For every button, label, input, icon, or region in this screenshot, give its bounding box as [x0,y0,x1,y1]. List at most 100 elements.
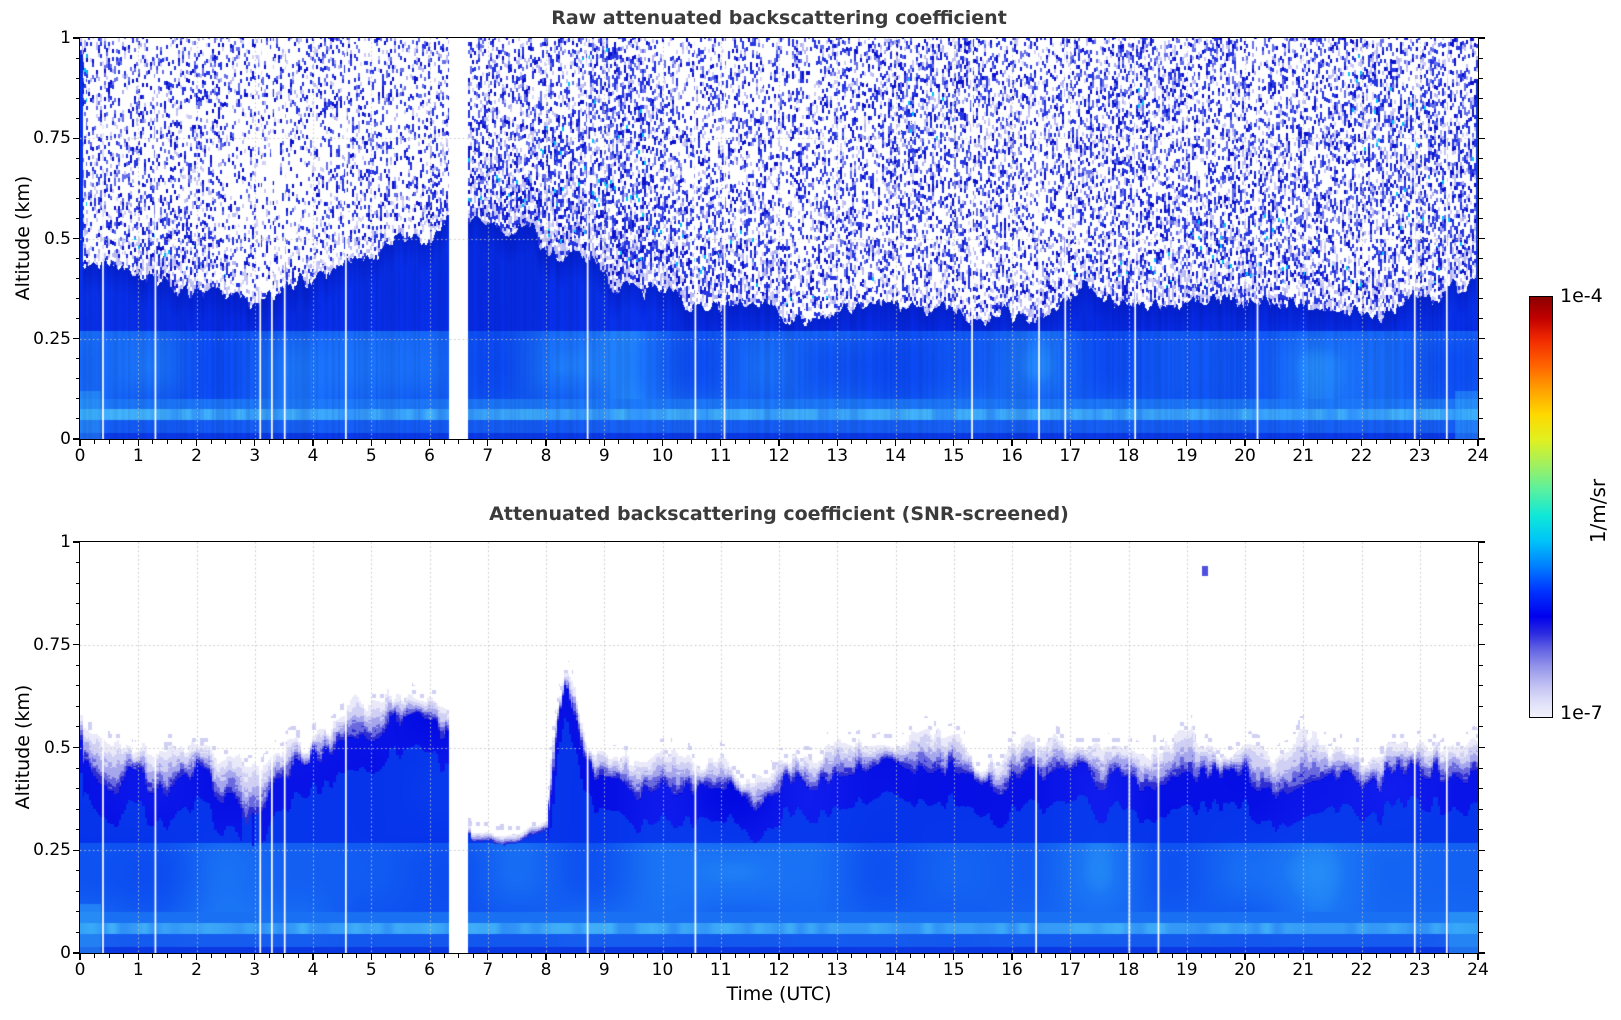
y-tick-right [1479,644,1485,646]
x-minor-tick [807,440,809,444]
x-tick-label: 18 [1117,960,1140,980]
x-minor-tick [166,440,168,444]
y-minor-tick-right [1479,197,1483,199]
x-tick-label: 20 [1234,446,1256,466]
x-tick-label: 0 [74,960,86,980]
y-tick-label: 0 [60,429,71,449]
y-minor-tick [76,582,80,584]
x-minor-tick [967,954,969,958]
x-minor-tick [1288,954,1290,958]
x-minor-tick [865,954,867,958]
x-tick-label: 10 [651,446,674,466]
x-minor-tick [691,954,693,958]
x-tick [1244,440,1246,446]
y-tick [73,438,79,440]
x-tick-label: 19 [1175,960,1198,980]
y-minor-tick-right [1479,418,1483,420]
x-minor-tick [1317,954,1319,958]
x-tick [254,954,256,960]
x-tick [720,954,722,960]
x-tick-label: 1 [132,960,144,980]
y-minor-tick [76,685,80,687]
y-minor-tick [76,318,80,320]
x-tick-label: 18 [1117,446,1140,466]
x-minor-tick [793,954,795,958]
x-tick-label: 9 [598,960,610,980]
x-minor-tick [924,440,926,444]
y-tick-label: 0.75 [33,128,71,149]
y-minor-tick-right [1479,97,1483,99]
x-tick [1302,954,1304,960]
y-tick [73,37,79,39]
x-minor-tick [94,954,96,958]
y-minor-tick-right [1479,829,1483,831]
x-tick [1360,440,1363,446]
x-minor-tick [283,954,285,958]
x-minor-tick [297,440,299,444]
x-minor-tick [632,440,634,444]
y-tick [73,338,79,340]
x-tick [953,954,955,960]
y-tick-label: 1 [60,28,71,48]
x-minor-tick [822,954,824,958]
x-tick-label: 2 [191,446,202,466]
x-tick [1186,954,1188,960]
x-tick [137,954,139,960]
colorbar-max-label: 1e-4 [1560,285,1603,307]
x-minor-tick [1462,954,1464,958]
screened-heatmap-canvas [80,542,1478,953]
x-tick [1011,954,1013,960]
x-minor-tick [1026,440,1028,444]
x-tick [603,954,605,960]
x-minor-tick [239,440,241,444]
y-tick [73,137,79,139]
x-tick-label: 10 [651,960,674,980]
x-tick [545,440,547,446]
y-tick-label: 0.5 [43,737,71,758]
x-minor-tick [1026,954,1028,958]
x-minor-tick [1346,440,1348,444]
x-minor-tick [1040,954,1042,958]
y-minor-tick [76,767,80,769]
x-minor-tick [1142,954,1144,958]
y-tick-label: 0.25 [33,328,71,349]
x-tick-label: 14 [884,960,907,980]
x-minor-tick [734,440,736,444]
x-minor-tick [1055,440,1057,444]
y-minor-tick [76,788,80,790]
x-tick [778,440,780,446]
x-minor-tick [1215,440,1217,444]
x-tick [1477,440,1479,446]
y-minor-tick [76,57,80,59]
y-tick [73,237,79,240]
x-minor-tick [1084,954,1086,958]
x-minor-tick [530,954,532,958]
x-minor-tick [516,440,518,444]
x-minor-tick [982,954,984,958]
x-tick-label: 15 [942,446,965,466]
y-tick [73,644,79,646]
x-tick-label: 7 [482,960,494,980]
x-minor-tick [691,440,693,444]
x-minor-tick [1229,954,1231,958]
x-minor-tick [880,440,882,444]
colorbar-unit-label: 1/m/sr [1586,478,1610,544]
x-minor-tick [166,954,168,958]
y-minor-tick [76,177,80,179]
x-minor-tick [982,440,984,444]
x-minor-tick [1113,440,1115,444]
panel1-title: Raw attenuated backscattering coefficien… [551,7,1007,29]
x-minor-tick [501,954,503,958]
y-minor-tick-right [1479,177,1483,179]
x-minor-tick [1259,954,1261,958]
x-minor-tick [1462,440,1464,444]
x-tick-label: 17 [1059,446,1082,466]
y-minor-tick [76,298,80,300]
x-tick-label: 16 [1001,446,1023,466]
y-minor-tick-right [1479,890,1483,892]
y-tick-label: 0.5 [43,228,71,249]
y-minor-tick [76,623,80,625]
x-minor-tick [94,440,96,444]
x-tick-label: 4 [307,446,319,466]
x-tick [661,954,664,960]
